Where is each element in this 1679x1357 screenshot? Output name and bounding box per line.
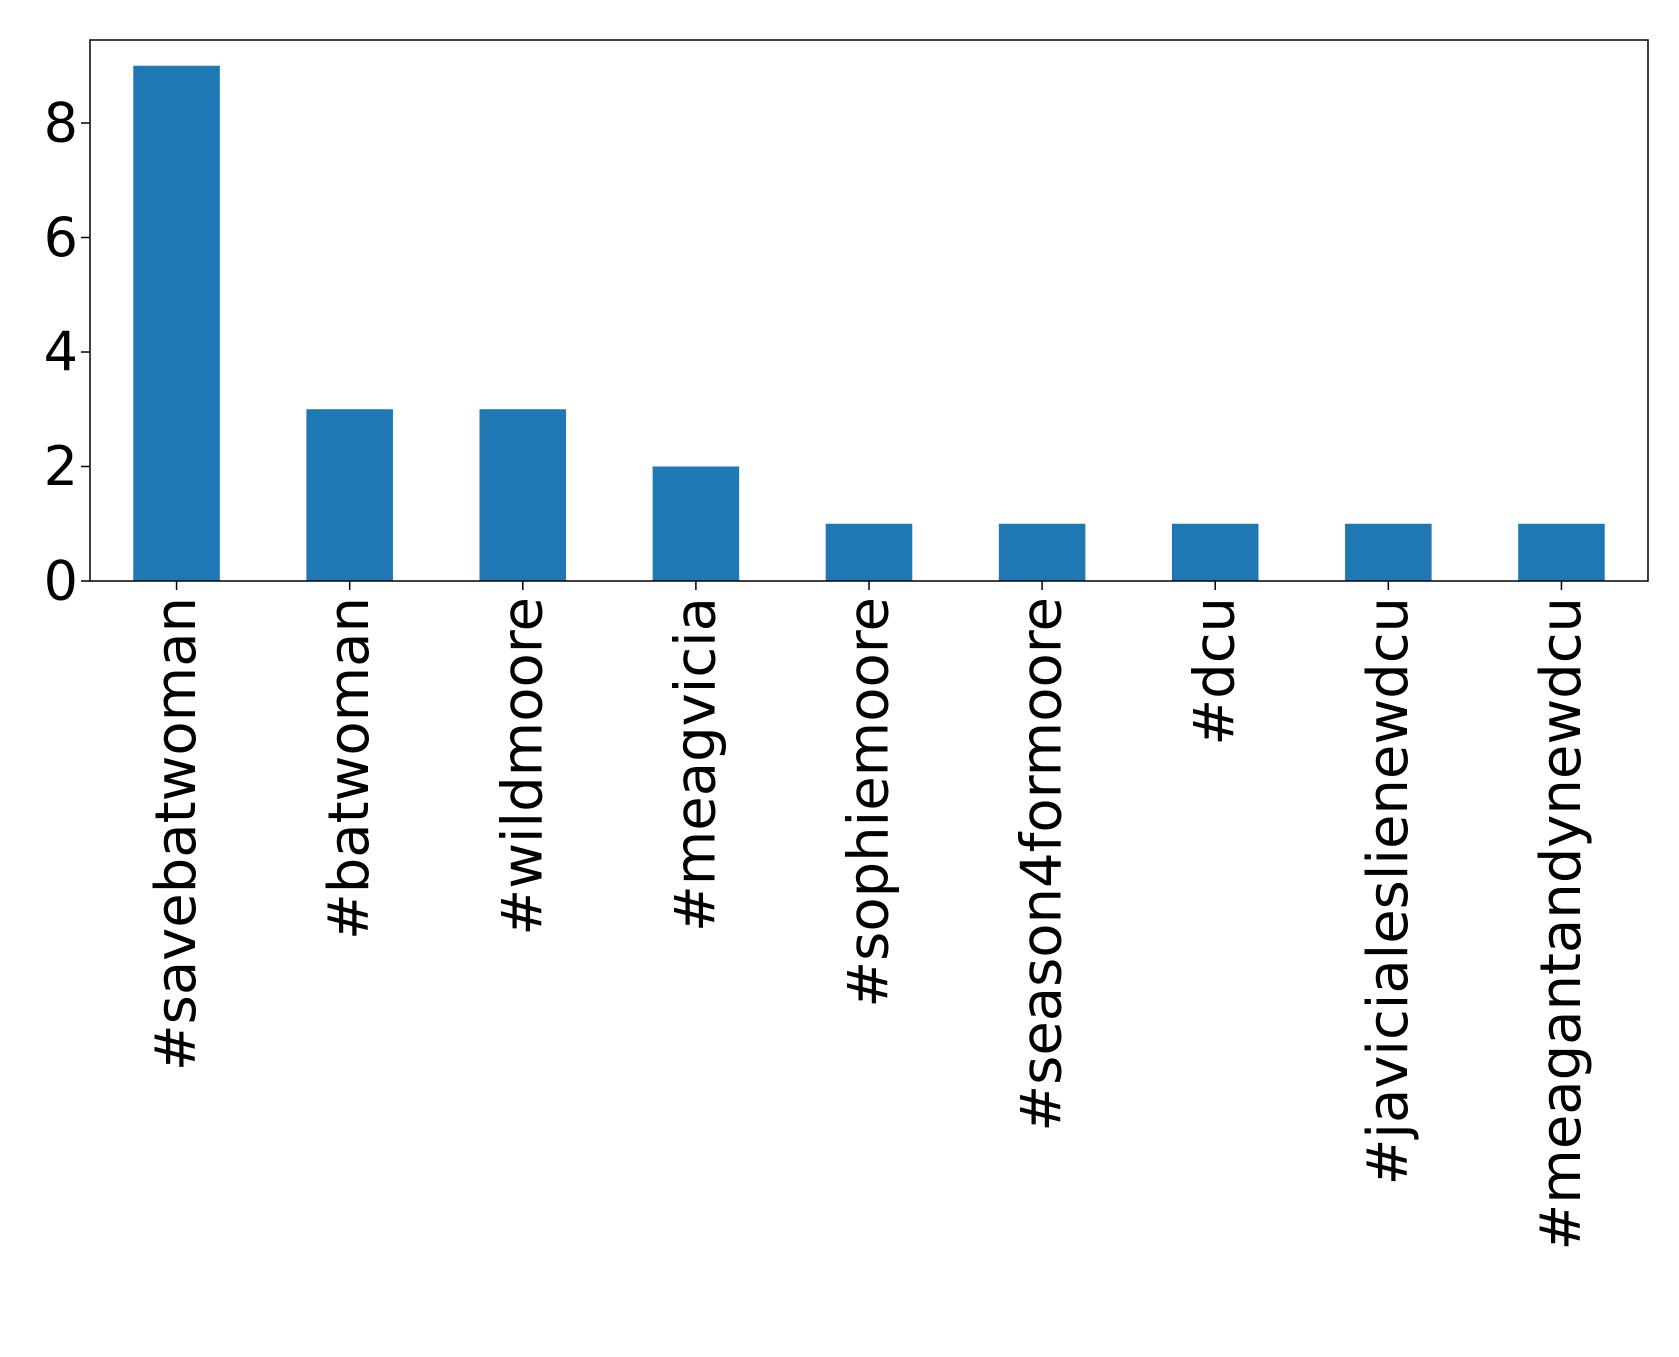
bar-dcu bbox=[1171, 523, 1259, 581]
x-axis: #savebatwoman #batwoman #wildmoore #meagvic… bbox=[144, 581, 1594, 1251]
x-tick-label: #season4formoore bbox=[1010, 597, 1075, 1132]
y-tick-label: 2 bbox=[44, 435, 78, 498]
bar-savebatwoman bbox=[133, 65, 220, 581]
x-tick-label: #sophiemoore bbox=[837, 597, 902, 1008]
y-tick-label: 4 bbox=[44, 321, 78, 384]
bar-season4formoore bbox=[998, 523, 1086, 581]
x-tick-label: #savebatwoman bbox=[144, 597, 209, 1071]
plot-frame bbox=[89, 39, 1649, 582]
bar-sophiemoore bbox=[825, 523, 913, 581]
x-tick-label: #dcu bbox=[1183, 597, 1248, 746]
y-axis: 0 2 4 6 8 bbox=[44, 92, 90, 613]
bar-batwoman bbox=[306, 409, 393, 581]
bar-javicialeslienewdcu bbox=[1345, 523, 1432, 581]
bar-meagantandynewdcu bbox=[1518, 523, 1605, 581]
y-tick-label: 6 bbox=[44, 206, 78, 269]
x-tick-label: #meagantandynewdcu bbox=[1529, 597, 1594, 1251]
x-tick-label: #javicialeslienewdcu bbox=[1356, 597, 1421, 1186]
x-tick-label: #meagvicia bbox=[663, 597, 728, 932]
bars-group bbox=[133, 65, 1605, 581]
x-tick-label: #batwoman bbox=[317, 597, 382, 940]
y-tick-label: 0 bbox=[44, 550, 78, 613]
y-tick-label: 8 bbox=[44, 92, 78, 155]
bar-wildmoore bbox=[479, 409, 567, 581]
bar-meagvicia bbox=[652, 466, 740, 581]
x-tick-label: #wildmoore bbox=[490, 597, 555, 936]
